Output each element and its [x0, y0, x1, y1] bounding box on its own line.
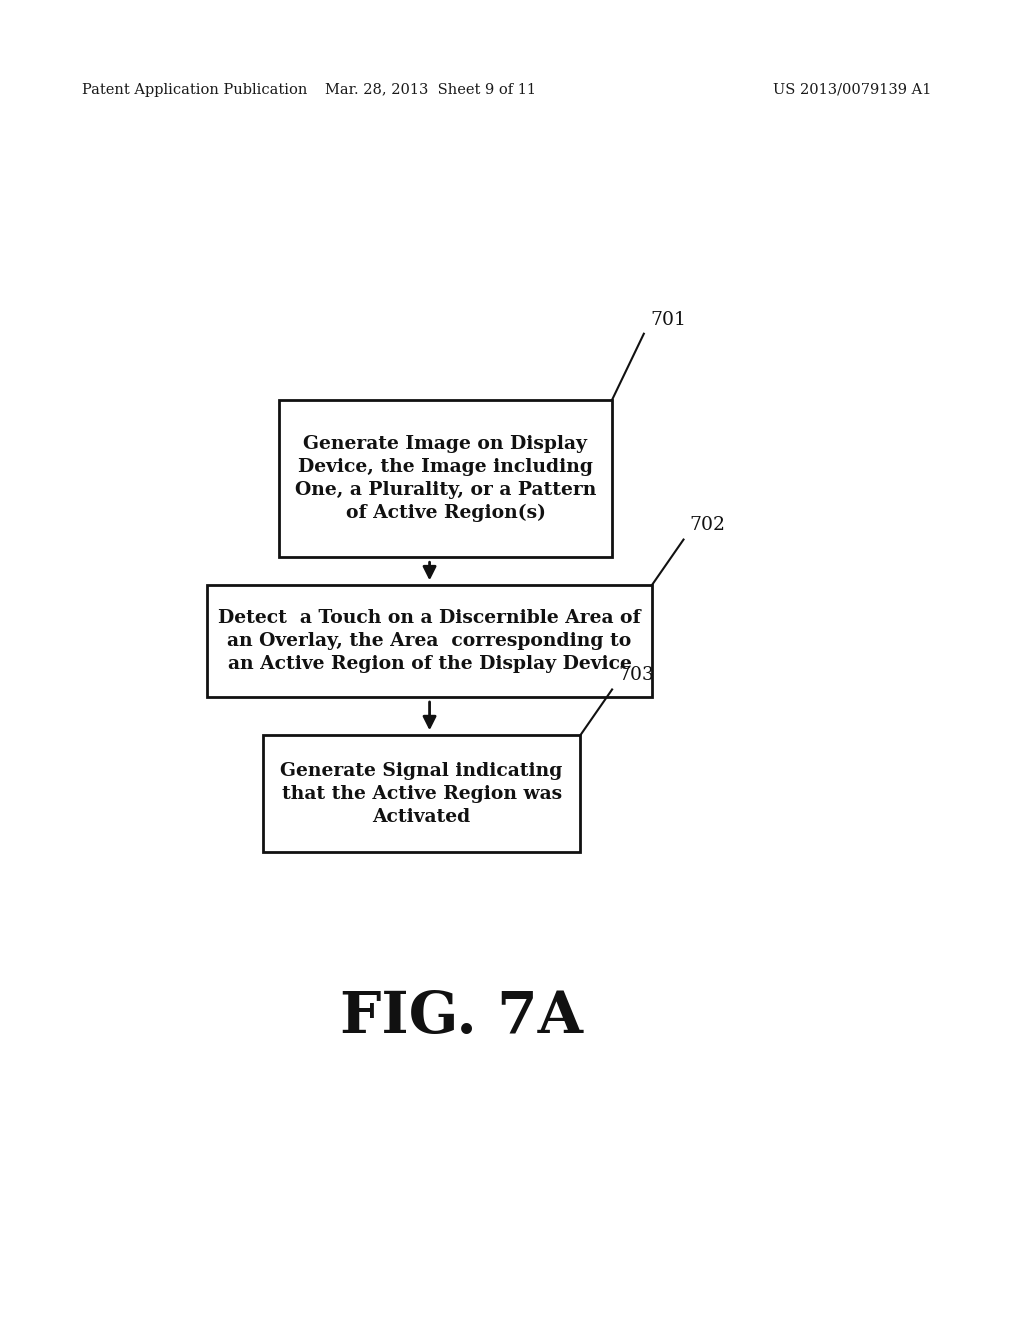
Text: Generate Signal indicating
that the Active Region was
Activated: Generate Signal indicating that the Acti…: [281, 762, 563, 825]
Text: Generate Image on Display
Device, the Image including
One, a Plurality, or a Pat: Generate Image on Display Device, the Im…: [295, 436, 596, 523]
Text: 703: 703: [618, 667, 654, 684]
Text: 702: 702: [690, 516, 726, 535]
Text: Mar. 28, 2013  Sheet 9 of 11: Mar. 28, 2013 Sheet 9 of 11: [325, 83, 536, 96]
Text: FIG. 7A: FIG. 7A: [340, 989, 583, 1045]
Text: Detect  a Touch on a Discernible Area of
an Overlay, the Area  corresponding to
: Detect a Touch on a Discernible Area of …: [218, 610, 641, 673]
Bar: [279, 400, 612, 557]
Bar: [207, 585, 652, 697]
Text: 701: 701: [650, 310, 686, 329]
Text: Patent Application Publication: Patent Application Publication: [82, 83, 307, 96]
Bar: [263, 735, 581, 853]
Text: US 2013/0079139 A1: US 2013/0079139 A1: [773, 83, 932, 96]
